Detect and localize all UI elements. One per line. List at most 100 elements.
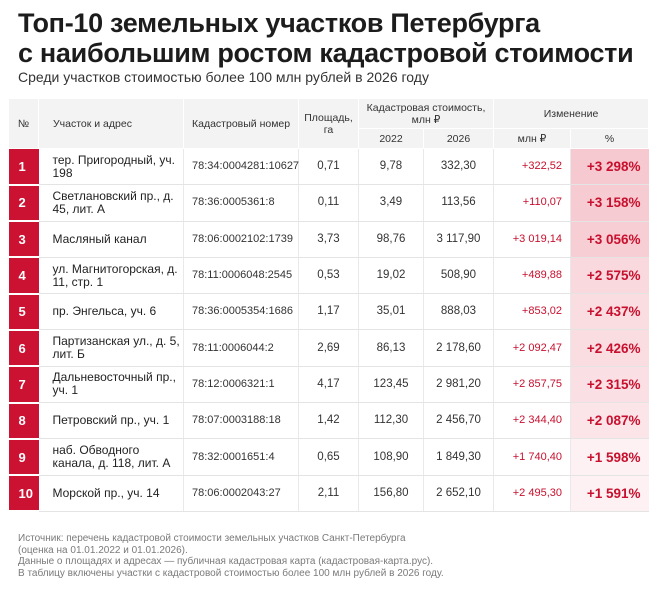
row-number: 5: [8, 293, 39, 331]
value-2022: 108,90: [358, 438, 424, 476]
source-line-2: (оценка на 01.01.2022 и 01.01.2026).: [18, 544, 188, 556]
header-value-2026: 2026: [423, 128, 494, 149]
cadastral-number: 78:36:0005354:1686: [183, 293, 299, 331]
plot-area: 0,71: [298, 148, 359, 186]
cadastral-number: 78:32:0001651:4: [183, 438, 299, 476]
row-number: 8: [8, 402, 39, 440]
row-number: 10: [8, 475, 39, 513]
plot-area: 0,53: [298, 257, 359, 295]
value-2026: 2 456,70: [423, 402, 494, 440]
source-line-3: Данные о площадях и адресах — публичная …: [18, 556, 434, 567]
value-2022: 3,49: [358, 184, 424, 222]
cadastral-number: 78:11:0006044:2: [183, 329, 299, 367]
change-pct: +2 437%: [570, 293, 649, 331]
header-num: №: [8, 98, 39, 149]
change-pct: +2 087%: [570, 402, 649, 440]
change-rub: +2 092,47: [493, 329, 571, 367]
change-pct: +1 598%: [570, 438, 649, 476]
value-2026: 2 178,60: [423, 329, 494, 367]
cadastral-number: 78:07:0003188:18: [183, 402, 299, 440]
plot-area: 4,17: [298, 366, 359, 404]
page-title: Топ-10 земельных участков Петербурга с н…: [18, 8, 648, 68]
change-pct: +1 591%: [570, 475, 649, 512]
header-value-2022: 2022: [358, 128, 424, 149]
row-number: 1: [8, 148, 39, 186]
plot-address: Петровский пр., уч. 1: [38, 402, 184, 440]
table-row: 7 Дальневосточный пр., уч. 1 78:12:0006321…: [8, 366, 649, 404]
cadastral-number: 78:34:0004281:10627: [183, 148, 299, 186]
plot-address: Масляный канал: [38, 221, 184, 258]
row-number: 2: [8, 184, 39, 223]
plot-address: Морской пр., уч. 14: [38, 475, 184, 512]
change-rub: +489,88: [493, 257, 571, 295]
row-number: 6: [8, 329, 39, 368]
plot-address: тер. Пригородный, уч. 198: [38, 148, 184, 186]
plot-address: Светлановский пр., д. 45, лит. А: [38, 184, 184, 222]
header-change-rub: млн ₽: [493, 128, 571, 149]
change-rub: +3 019,14: [493, 221, 571, 258]
value-2026: 1 849,30: [423, 438, 494, 476]
value-2026: 888,03: [423, 293, 494, 331]
change-rub: +110,07: [493, 184, 571, 222]
table-row: 8 Петровский пр., уч. 1 78:07:0003188:18 1,…: [8, 402, 649, 440]
value-2022: 86,13: [358, 329, 424, 367]
value-2022: 9,78: [358, 148, 424, 186]
value-2022: 156,80: [358, 475, 424, 512]
plot-address: ул. Магнитогорская, д. 11, стр. 1: [38, 257, 184, 295]
title-line-2: с наибольшим ростом кадастровой стоимост…: [18, 38, 634, 68]
change-pct: +2 315%: [570, 366, 649, 404]
plot-area: 0,65: [298, 438, 359, 476]
plot-address: пр. Энгельса, уч. 6: [38, 293, 184, 331]
table-row: 2 Светлановский пр., д. 45, лит. А 78:36:0…: [8, 184, 649, 223]
cadastral-number: 78:36:0005361:8: [183, 184, 299, 222]
table-row: 9 наб. Обводного канала, д. 118, лит. А 78…: [8, 438, 649, 477]
value-2022: 19,02: [358, 257, 424, 295]
plot-address: Партизанская ул., д. 5, лит. Б: [38, 329, 184, 367]
plot-address: наб. Обводного канала, д. 118, лит. А: [38, 438, 184, 476]
header-change: Изменение: [493, 98, 649, 129]
change-pct: +3 298%: [570, 148, 649, 186]
table-row: 6 Партизанская ул., д. 5, лит. Б 78:11:000…: [8, 329, 649, 368]
row-number: 7: [8, 366, 39, 404]
header-area: Площадь, га: [298, 98, 359, 149]
value-2022: 35,01: [358, 293, 424, 331]
change-rub: +322,52: [493, 148, 571, 186]
cadastral-number: 78:12:0006321:1: [183, 366, 299, 404]
table-row: 1 тер. Пригородный, уч. 198 78:34:0004281:…: [8, 148, 649, 186]
source-line-4: В таблицу включены участки с кадастровой…: [18, 567, 444, 579]
change-rub: +853,02: [493, 293, 571, 331]
cadastral-number: 78:06:0002102:1739: [183, 221, 299, 258]
table-row: 10 Морской пр., уч. 14 78:06:0002043:27 2,1…: [8, 475, 649, 513]
row-number: 4: [8, 257, 39, 295]
value-2026: 2 981,20: [423, 366, 494, 404]
source-note: Источник: перечень кадастровой стоимости…: [18, 533, 638, 579]
value-2026: 113,56: [423, 184, 494, 222]
cadastral-number: 78:06:0002043:27: [183, 475, 299, 512]
change-rub: +2 344,40: [493, 402, 571, 440]
value-2026: 2 652,10: [423, 475, 494, 512]
header-plot: Участок и адрес: [38, 98, 184, 149]
row-number: 9: [8, 438, 39, 477]
plot-area: 0,11: [298, 184, 359, 222]
table-row: 4 ул. Магнитогорская, д. 11, стр. 1 78:11:…: [8, 257, 649, 295]
header-value: Кадастровая стоимость, млн ₽: [358, 98, 494, 129]
value-2026: 508,90: [423, 257, 494, 295]
ranking-table: № Участок и адрес Кадастровый номер Площ…: [8, 98, 649, 513]
row-number: 3: [8, 221, 39, 259]
header-cadastral-number: Кадастровый номер: [183, 98, 299, 149]
value-2022: 98,76: [358, 221, 424, 258]
table-row: 5 пр. Энгельса, уч. 6 78:36:0005354:1686 1,…: [8, 293, 649, 331]
value-2022: 112,30: [358, 402, 424, 440]
plot-address: Дальневосточный пр., уч. 1: [38, 366, 184, 404]
plot-area: 2,69: [298, 329, 359, 367]
cadastral-number: 78:11:0006048:2545: [183, 257, 299, 295]
title-line-1: Топ-10 земельных участков Петербурга: [18, 8, 540, 38]
plot-area: 1,42: [298, 402, 359, 440]
value-2026: 332,30: [423, 148, 494, 186]
change-rub: +2 495,30: [493, 475, 571, 512]
change-rub: +2 857,75: [493, 366, 571, 404]
plot-area: 1,17: [298, 293, 359, 331]
value-2026: 3 117,90: [423, 221, 494, 258]
value-2022: 123,45: [358, 366, 424, 404]
change-rub: +1 740,40: [493, 438, 571, 476]
